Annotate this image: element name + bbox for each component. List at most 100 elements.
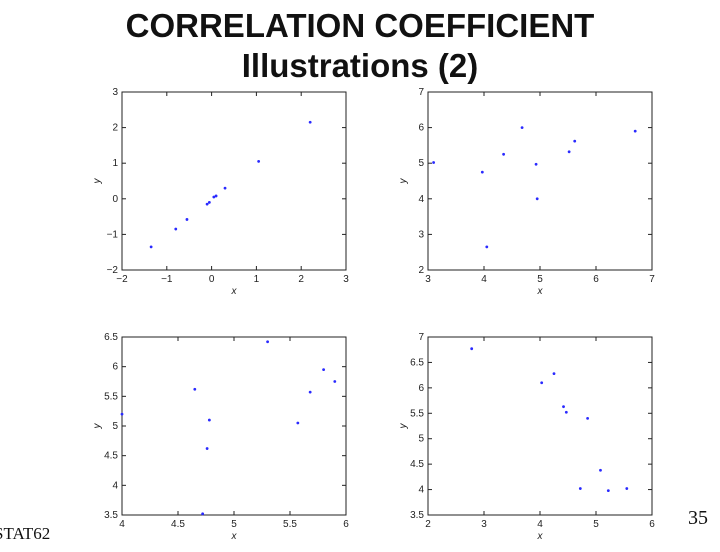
plot-frame (427, 91, 653, 271)
plot-frame (427, 336, 653, 516)
scatter-point (578, 487, 582, 490)
y-tick-label: 7 (418, 87, 424, 98)
scatter-point (552, 372, 556, 376)
scatter-point (480, 170, 484, 174)
scatter-point (174, 227, 178, 231)
scatter-point (205, 202, 209, 206)
x-tick-label: 5 (593, 519, 599, 530)
y-tick-label: 6 (418, 123, 424, 134)
y-tick-label: 5 (112, 421, 118, 432)
y-tick-label: 4 (112, 480, 118, 491)
scatter-point (212, 195, 216, 199)
y-axis-label: y (398, 423, 409, 430)
scatter-point (266, 340, 269, 344)
y-tick-label: 6.5 (410, 357, 424, 368)
scatter-point (193, 387, 197, 391)
scatter-point (470, 347, 474, 351)
scatter-point (534, 162, 538, 166)
title-line-1: CORRELATION COEFFICIENT (125, 7, 595, 44)
scatter-point (201, 512, 205, 516)
y-axis-label: y (92, 423, 103, 430)
x-tick-label: −2 (116, 274, 128, 285)
scatter-point (207, 418, 211, 422)
y-tick-label: 5 (418, 434, 424, 445)
x-axis-label: x (231, 286, 238, 297)
x-tick-label: 4 (119, 519, 125, 530)
y-tick-label: 2 (112, 123, 118, 134)
y-tick-label: 6 (112, 362, 118, 373)
footer-course-label: STAT62 (0, 524, 51, 543)
x-tick-label: 4 (481, 274, 487, 285)
scatter-point (207, 200, 211, 204)
x-tick-label: 6 (343, 519, 349, 530)
y-tick-label: 3 (112, 87, 118, 98)
scatter-point (485, 245, 489, 249)
y-tick-label: 5.5 (104, 391, 118, 402)
x-tick-label: 7 (649, 274, 655, 285)
scatter-point (633, 129, 637, 133)
scatter-point (322, 368, 325, 372)
scatter-point (149, 245, 153, 249)
y-tick-label: 4 (418, 485, 424, 496)
scatter-plot-bottom-left: 4 4.5 5 5.5 63.544.555.566.5xy (92, 332, 349, 542)
scatter-point (599, 468, 602, 472)
scatter-point (296, 421, 300, 425)
scatter-point (205, 447, 209, 450)
y-axis-label: y (92, 178, 103, 185)
scatter-point (214, 194, 218, 198)
x-tick-label: 5 (537, 274, 543, 285)
y-axis-label: y (398, 178, 409, 185)
scatter-point (573, 139, 577, 143)
y-tick-label: 4.5 (410, 459, 424, 470)
scatter-point (520, 126, 524, 129)
scatter-point (564, 410, 568, 414)
x-tick-label: 6 (649, 519, 655, 530)
x-tick-label: 3 (481, 519, 487, 530)
scatter-point (606, 489, 610, 492)
scatter-point (586, 416, 589, 420)
scatter-point (432, 161, 435, 164)
scatter-point (223, 186, 227, 190)
scatter-plot-bottom-right: 2 3 4 5 6 3.5 4 4.5 5 5.5 6 6.5 7 x y (398, 332, 655, 542)
x-tick-label: 6 (593, 274, 599, 285)
scatter-point (257, 160, 261, 163)
x-tick-label: 1 (254, 274, 260, 285)
page-number: 35 (688, 507, 708, 529)
x-tick-label: 2 (425, 519, 431, 530)
x-axis-label: x (537, 286, 544, 297)
y-tick-label: 4 (418, 194, 424, 205)
y-tick-label: 1 (112, 158, 118, 169)
scatter-point (120, 412, 124, 416)
scatter-point (562, 405, 565, 409)
plot-frame (121, 91, 347, 271)
x-tick-label: 0 (209, 274, 215, 285)
scatter-plot-top-left: −2 −1 0 1 2 3 −2 −1 0 1 2 3 x y (92, 87, 349, 297)
scatter-point (308, 120, 312, 124)
title-line-2: Illustrations (2) (241, 47, 479, 84)
y-tick-label: 5 (418, 158, 424, 169)
y-tick-label: 4.5 (104, 451, 118, 462)
y-tick-label: 6 (418, 383, 424, 394)
x-tick-label: 2 (298, 274, 304, 285)
plot-frame (121, 336, 347, 516)
scatter-point (535, 197, 539, 201)
y-tick-label: 0 (112, 194, 118, 205)
y-tick-label: 3.5 (410, 510, 424, 521)
scatter-point (502, 152, 505, 156)
scatter-point (333, 380, 337, 383)
slide-title: CORRELATION COEFFICIENT Illustrations (2… (0, 6, 720, 86)
x-tick-label: −1 (161, 274, 173, 285)
x-tick-label: 5 (231, 519, 237, 530)
y-tick-label: 3 (418, 229, 424, 240)
y-tick-label: 5.5 (410, 408, 424, 419)
x-tick-label: 4 (537, 519, 543, 530)
y-tick-label: −1 (107, 229, 119, 240)
scatter-point (540, 381, 544, 385)
y-tick-label: 2 (418, 265, 424, 276)
x-tick-label: 4.5 (171, 519, 185, 530)
x-tick-label: 5.5 (283, 519, 297, 530)
x-axis-label: x (231, 531, 238, 542)
scatter-point (308, 390, 312, 394)
y-tick-label: −2 (107, 265, 119, 276)
